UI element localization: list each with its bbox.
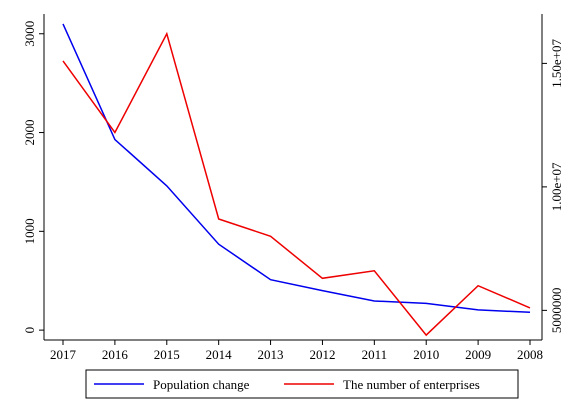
y-left-tick-label: 2000 — [22, 120, 37, 146]
x-tick-label: 2016 — [102, 347, 129, 362]
y-left-tick-label: 0 — [22, 327, 37, 334]
y-right-tick-label: 1.50e+07 — [549, 38, 564, 87]
x-tick-label: 2009 — [465, 347, 491, 362]
x-tick-label: 2014 — [206, 347, 233, 362]
series-lines — [62, 23, 531, 337]
series-line-enterprises — [62, 31, 531, 337]
x-tick-label: 2013 — [258, 347, 284, 362]
x-tick-label: 2015 — [154, 347, 180, 362]
series-line-population — [62, 23, 531, 314]
y-left-tick-label: 1000 — [22, 218, 37, 244]
y-left-tick-label: 3000 — [22, 21, 37, 47]
y-right-tick-label: 1.00e+07 — [549, 162, 564, 211]
legend: Population change The number of enterpri… — [85, 369, 519, 399]
y-right-tick-label: 5000000 — [549, 288, 564, 334]
legend-label-enterprises: The number of enterprises — [343, 377, 480, 392]
legend-label-population: Population change — [153, 377, 250, 392]
x-tick-label: 2017 — [50, 347, 77, 362]
x-tick-label: 2010 — [413, 347, 439, 362]
axes: 2017 2016 2015 2014 2013 2012 2011 2010 2009 2008… — [22, 14, 564, 362]
x-tick-label: 2012 — [309, 347, 335, 362]
x-tick-label: 2008 — [517, 347, 543, 362]
x-tick-label: 2011 — [362, 347, 388, 362]
